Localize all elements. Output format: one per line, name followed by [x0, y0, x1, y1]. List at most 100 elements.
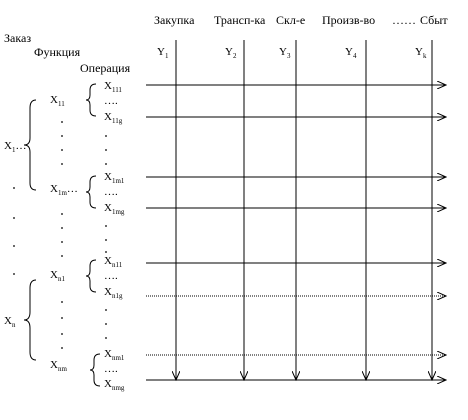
- function-brace-x1m: [85, 175, 97, 209]
- operation-dot: [105, 309, 107, 311]
- column-label-y1-sub: 1: [165, 52, 169, 60]
- operation-ellipsis-2: ….: [104, 186, 118, 198]
- function-dot: [61, 149, 63, 151]
- operation-node-xn11-base: X: [104, 255, 112, 267]
- operation-node-xnmg-base: X: [104, 378, 112, 390]
- operation-dot: [105, 239, 107, 241]
- operation-dot: [105, 337, 107, 339]
- order-node-x1: X1…: [4, 140, 26, 154]
- column-label-yk-base: Y: [415, 46, 423, 58]
- operation-node-x11g: X11g: [104, 111, 123, 125]
- order-node-x1-base: X: [4, 140, 12, 152]
- operation-ellipsis-1: ….: [104, 95, 118, 107]
- order-brace-xn: [23, 279, 37, 361]
- function-dot: [61, 135, 63, 137]
- function-dot: [61, 163, 63, 165]
- column-label-yk: Yk: [415, 46, 427, 60]
- function-node-xnm-sub: nm: [58, 365, 68, 373]
- stage-label-sales: Сбыт: [420, 13, 448, 27]
- continuation-dots: [13, 121, 107, 349]
- column-label-y4-sub: 4: [353, 52, 357, 60]
- operation-node-x11g-base: X: [104, 111, 112, 123]
- order-node-xn-base: X: [4, 315, 12, 327]
- function-node-x11-sub: 11: [58, 100, 65, 108]
- operation-node-xn1g: Xn1g: [104, 286, 123, 300]
- column-label-y1-base: Y: [157, 46, 165, 58]
- operation-node-xnm1-base: X: [104, 348, 112, 360]
- stage-label-transport: Трансп-ка: [214, 13, 266, 27]
- function-node-xnm-base: X: [50, 359, 58, 371]
- operation-dot: [105, 149, 107, 151]
- operation-node-xn1g-base: X: [104, 286, 112, 298]
- level-label-order: Заказ: [4, 31, 31, 45]
- order-node-xn-sub: n: [12, 321, 16, 329]
- stage-label-storage: Скл-е: [276, 13, 305, 27]
- function-brace-xn1: [85, 259, 97, 293]
- operation-node-x111: X111: [104, 80, 122, 94]
- order-node-xn: Xn: [4, 315, 16, 329]
- column-label-y4: Y4: [345, 46, 357, 60]
- function-node-x1m: X1m…: [50, 183, 78, 197]
- stage-label-production: Произв-во: [322, 13, 375, 27]
- operation-dot: [105, 225, 107, 227]
- operation-node-xn1g-sub: n1g: [112, 292, 123, 300]
- order-dot: [13, 187, 15, 189]
- column-label-y2-sub: 2: [233, 52, 237, 60]
- function-dot: [61, 121, 63, 123]
- function-brace-x11: [85, 83, 97, 117]
- column-label-y2: Y2: [225, 46, 237, 60]
- operation-node-x1mg-sub: 1mg: [112, 208, 125, 216]
- function-brace-xnm: [89, 353, 101, 387]
- operation-node-xnmg-sub: nmg: [112, 384, 125, 392]
- operation-node-x11g-sub: 11g: [112, 117, 123, 125]
- operation-ellipsis-3: ….: [104, 270, 118, 282]
- operation-ellipsis-4: ….: [104, 363, 118, 375]
- function-node-x1m-dots: …: [67, 183, 78, 195]
- order-node-x1-dots: …: [15, 140, 26, 152]
- order-node-x1-sub: 1: [12, 146, 16, 154]
- operation-dot: [105, 163, 107, 165]
- function-dot: [61, 317, 63, 319]
- order-dot: [13, 245, 15, 247]
- operation-dot: [105, 251, 107, 253]
- function-node-xn1-base: X: [50, 269, 58, 281]
- function-dot: [61, 347, 63, 349]
- column-label-y4-base: Y: [345, 46, 353, 58]
- column-label-yk-sub: k: [423, 52, 427, 60]
- operation-node-xn11-sub: n11: [112, 261, 123, 269]
- operation-node-x111-base: X: [104, 80, 112, 92]
- column-label-y1: Y1: [157, 46, 169, 60]
- function-node-x11: X11: [50, 94, 65, 108]
- column-label-y3-base: Y: [279, 46, 287, 58]
- function-node-x1m-base: X: [50, 183, 58, 195]
- operation-node-xnm1-sub: nm1: [112, 354, 125, 362]
- function-dot: [61, 255, 63, 257]
- level-label-function: Функция: [34, 45, 81, 59]
- function-dot: [61, 227, 63, 229]
- operation-node-xnmg: Xnmg: [104, 378, 125, 392]
- order-dot: [13, 273, 15, 275]
- function-node-xn1-sub: n1: [58, 275, 66, 283]
- column-label-y3: Y3: [279, 46, 291, 60]
- function-dot: [61, 241, 63, 243]
- operation-node-x1m1: X1m1: [104, 171, 125, 185]
- operation-node-x1mg: X1mg: [104, 202, 125, 216]
- stage-label-purchase: Закупка: [154, 13, 195, 27]
- operation-dot: [105, 323, 107, 325]
- function-node-xnm: Xnm: [50, 359, 67, 373]
- order-brace-x1: [23, 99, 37, 191]
- operation-node-xnm1: Xnm1: [104, 348, 125, 362]
- function-dot: [61, 213, 63, 215]
- operation-node-xn11: Xn11: [104, 255, 123, 269]
- operation-dot: [105, 135, 107, 137]
- function-dot: [61, 301, 63, 303]
- operation-node-x111-sub: 111: [112, 86, 122, 94]
- function-node-xn1: Xn1: [50, 269, 65, 283]
- function-dot: [61, 333, 63, 335]
- order-dot: [13, 217, 15, 219]
- operation-node-x1m1-sub: 1m1: [112, 177, 125, 185]
- level-label-operation: Операция: [80, 61, 131, 75]
- column-label-y2-base: Y: [225, 46, 233, 58]
